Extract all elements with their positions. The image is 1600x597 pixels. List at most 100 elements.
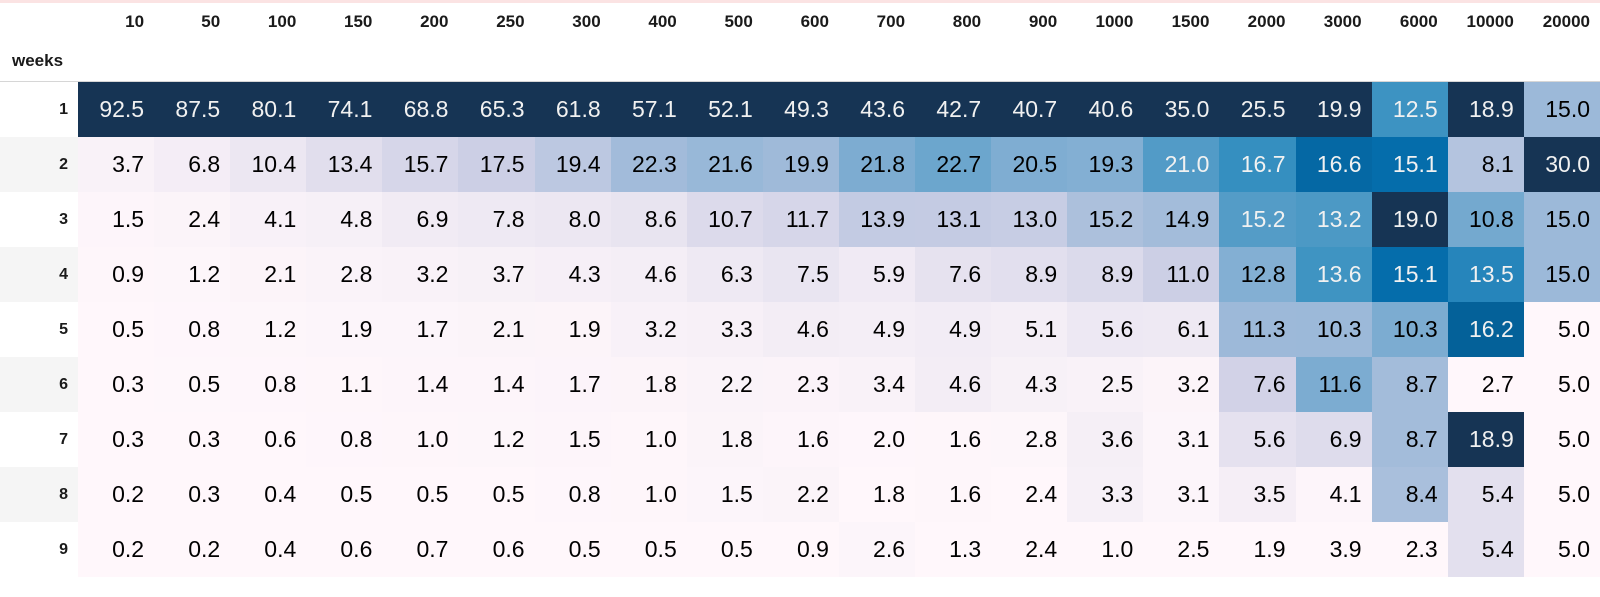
data-cell: 2.0 — [838, 412, 916, 467]
data-cell: 2.6 — [838, 522, 916, 577]
data-cell: 21.0 — [1143, 137, 1220, 192]
data-cell: 0.3 — [78, 412, 155, 467]
column-header: 6000 — [1399, 12, 1438, 31]
data-cell: 43.6 — [838, 81, 916, 137]
data-cell: 6.3 — [686, 247, 763, 302]
data-cell: 0.8 — [154, 302, 231, 357]
data-cell: 16.6 — [1295, 137, 1372, 192]
data-cell: 15.0 — [1523, 81, 1600, 137]
data-cell: 11.6 — [1295, 357, 1372, 412]
data-cell: 0.5 — [610, 522, 687, 577]
data-cell: 4.6 — [762, 302, 839, 357]
data-cell: 2.1 — [458, 302, 535, 357]
data-cell: 3.3 — [686, 302, 763, 357]
data-cell: 6.8 — [154, 137, 231, 192]
data-cell: 0.2 — [78, 522, 155, 577]
data-cell: 15.0 — [1523, 192, 1600, 247]
data-cell: 8.4 — [1371, 467, 1448, 522]
index-name-row: weeks — [0, 41, 1600, 82]
table-row: 4 0.9 1.2 2.1 2.8 3.2 3.7 4.3 4.6 6.3 7.5 5.9 7.6 8.9… — [0, 247, 1600, 302]
data-cell: 1.5 — [534, 412, 611, 467]
data-cell: 15.2 — [1067, 192, 1144, 247]
data-cell: 0.5 — [458, 467, 535, 522]
data-cell: 0.2 — [154, 522, 231, 577]
data-cell: 3.1 — [1143, 467, 1220, 522]
row-label: 6 — [0, 357, 78, 412]
data-cell: 4.9 — [838, 302, 916, 357]
data-cell: 13.2 — [1295, 192, 1372, 247]
data-cell: 61.8 — [534, 81, 611, 137]
data-cell: 5.9 — [838, 247, 916, 302]
data-cell: 7.6 — [1219, 357, 1296, 412]
column-header: 250 — [496, 12, 525, 31]
data-cell: 1.3 — [915, 522, 992, 577]
data-cell: 2.1 — [230, 247, 307, 302]
column-header: 1500 — [1171, 12, 1210, 31]
data-cell: 0.5 — [306, 467, 383, 522]
data-cell: 10.3 — [1295, 302, 1372, 357]
column-header: 10000 — [1466, 12, 1514, 31]
data-cell: 4.6 — [610, 247, 687, 302]
data-cell: 17.5 — [458, 137, 535, 192]
data-cell: 1.9 — [534, 302, 611, 357]
column-header: 300 — [572, 12, 601, 31]
data-cell: 6.1 — [1143, 302, 1220, 357]
data-cell: 0.3 — [154, 467, 231, 522]
data-cell: 1.0 — [610, 412, 687, 467]
data-cell: 8.7 — [1371, 412, 1448, 467]
data-cell: 0.9 — [762, 522, 839, 577]
column-header: 800 — [952, 12, 982, 31]
row-label: 4 — [0, 247, 78, 302]
data-cell: 1.2 — [154, 247, 231, 302]
data-cell: 1.9 — [306, 302, 383, 357]
data-cell: 0.4 — [230, 522, 307, 577]
data-cell: 3.7 — [78, 137, 155, 192]
data-cell: 4.1 — [230, 192, 307, 247]
column-header: 400 — [648, 12, 677, 31]
data-cell: 2.2 — [762, 467, 839, 522]
row-label: 5 — [0, 302, 78, 357]
data-cell: 3.1 — [1143, 412, 1220, 467]
data-cell: 2.5 — [1143, 522, 1220, 577]
column-header: 3000 — [1323, 12, 1362, 31]
data-cell: 12.5 — [1371, 81, 1448, 137]
data-cell: 49.3 — [762, 81, 839, 137]
data-cell: 3.2 — [382, 247, 459, 302]
data-cell: 40.6 — [1067, 81, 1144, 137]
row-label: 9 — [0, 522, 78, 577]
data-cell: 2.2 — [686, 357, 763, 412]
column-header: 500 — [724, 12, 753, 31]
data-cell: 19.0 — [1371, 192, 1448, 247]
data-cell: 1.7 — [534, 357, 611, 412]
data-cell: 5.4 — [1447, 467, 1524, 522]
corner-cell — [0, 3, 78, 41]
data-cell: 0.8 — [534, 467, 611, 522]
data-cell: 0.5 — [78, 302, 155, 357]
data-cell: 1.1 — [306, 357, 383, 412]
data-cell: 15.1 — [1371, 137, 1448, 192]
table-row: 7 0.3 0.3 0.6 0.8 1.0 1.2 1.5 1.0 1.8 1.6 2.0 1.6 2.8… — [0, 412, 1600, 467]
data-cell: 2.3 — [1371, 522, 1448, 577]
data-cell: 68.8 — [382, 81, 459, 137]
data-cell: 74.1 — [306, 81, 383, 137]
data-cell: 21.8 — [838, 137, 916, 192]
row-label: 7 — [0, 412, 78, 467]
data-cell: 1.0 — [610, 467, 687, 522]
table-row: 2 3.7 6.8 10.4 13.4 15.7 17.5 19.4 22.3 21.6 19.9 2… — [0, 137, 1600, 192]
data-cell: 8.0 — [534, 192, 611, 247]
data-cell: 5.0 — [1523, 357, 1600, 412]
data-cell: 19.4 — [534, 137, 611, 192]
data-cell: 3.2 — [610, 302, 687, 357]
column-header: 1000 — [1095, 12, 1134, 31]
data-cell: 13.9 — [838, 192, 916, 247]
table-row: 1 92.5 87.5 80.1 74.1 68.8 65.3 61.8 57.1 52.1 49.… — [0, 81, 1600, 137]
data-cell: 0.5 — [534, 522, 611, 577]
column-header: 100 — [267, 12, 297, 31]
column-header: 700 — [876, 12, 906, 31]
data-cell: 12.8 — [1219, 247, 1296, 302]
data-cell: 0.8 — [306, 412, 383, 467]
data-cell: 2.4 — [991, 467, 1068, 522]
data-cell: 0.3 — [154, 412, 231, 467]
data-cell: 18.9 — [1447, 81, 1524, 137]
data-cell: 1.0 — [1067, 522, 1144, 577]
